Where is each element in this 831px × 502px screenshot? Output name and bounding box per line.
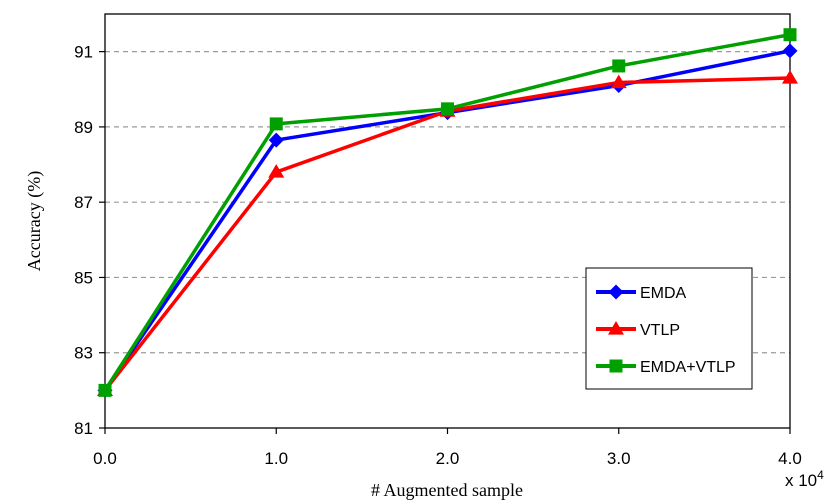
legend-marker-emda bbox=[608, 284, 624, 300]
series-layer bbox=[97, 28, 798, 398]
x-tick-label: 1.0 bbox=[264, 449, 288, 468]
data-point-vtlp bbox=[610, 74, 627, 89]
data-point-emda-vtlp bbox=[269, 117, 283, 131]
data-point-emda bbox=[782, 43, 798, 59]
legend-marker-emda-vtlp bbox=[609, 359, 623, 373]
legend: EMDA VTLP EMDA+VTLP bbox=[585, 267, 753, 390]
data-point-emda-vtlp bbox=[612, 59, 626, 73]
y-tick-label: 89 bbox=[74, 118, 93, 137]
data-point-vtlp bbox=[268, 164, 285, 178]
legend-label-vtlp: VTLP bbox=[640, 322, 680, 339]
data-point-emda bbox=[268, 132, 284, 148]
x-axis-multiplier: x 104 bbox=[785, 468, 824, 490]
data-point-vtlp bbox=[782, 69, 798, 84]
legend-label-emda: EMDA bbox=[640, 285, 687, 302]
y-tick-label: 81 bbox=[74, 419, 93, 438]
data-point-emda-vtlp bbox=[783, 28, 797, 42]
y-axis-label: Accuracy (%) bbox=[24, 171, 45, 271]
y-tick-label: 83 bbox=[74, 344, 93, 363]
y-tick-label: 85 bbox=[74, 268, 93, 287]
data-point-emda-vtlp bbox=[98, 383, 112, 397]
x-multiplier-base: x 10 bbox=[785, 471, 817, 490]
legend-label-emda-vtlp: EMDA+VTLP bbox=[640, 359, 736, 376]
x-tick-label: 3.0 bbox=[607, 449, 631, 468]
x-axis-label: # Augmented sample bbox=[371, 480, 523, 500]
legend-marker-vtlp bbox=[608, 321, 624, 335]
x-axis-ticks: 0.0 1.0 2.0 3.0 4.0 bbox=[93, 428, 802, 468]
x-tick-label: 2.0 bbox=[436, 449, 460, 468]
y-axis-ticks: 81 83 85 87 89 91 bbox=[74, 43, 105, 438]
x-tick-label: 4.0 bbox=[778, 449, 802, 468]
y-tick-label: 91 bbox=[74, 43, 93, 62]
y-tick-label: 87 bbox=[74, 193, 93, 212]
x-multiplier-exponent: 4 bbox=[817, 468, 824, 482]
data-point-emda-vtlp bbox=[441, 102, 454, 116]
x-tick-label: 0.0 bbox=[93, 449, 117, 468]
